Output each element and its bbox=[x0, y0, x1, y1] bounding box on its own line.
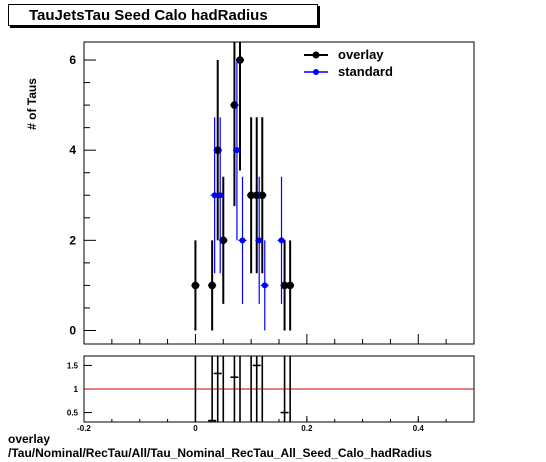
overlay-point bbox=[280, 281, 289, 290]
legend-standard-marker bbox=[313, 69, 319, 75]
main-series-layer bbox=[191, 42, 295, 331]
overlay-point bbox=[286, 281, 294, 290]
legend-standard-label: standard bbox=[338, 64, 393, 79]
ratio-x-tick-label: 0.4 bbox=[413, 424, 425, 433]
ratio-y-tick-label: 0.5 bbox=[67, 409, 79, 418]
main-y-tick-label: 4 bbox=[69, 143, 76, 157]
standard-point bbox=[211, 192, 218, 199]
legend-overlay-marker bbox=[312, 51, 320, 59]
ratio-y-tick-label: 1.5 bbox=[67, 361, 79, 370]
standard-point bbox=[261, 282, 268, 289]
footer-line-2: /Tau/Nominal/RecTau/All/Tau_Nominal_RecT… bbox=[8, 446, 432, 460]
overlay-point bbox=[191, 281, 200, 290]
ratio-x-tick-label: 0.2 bbox=[301, 424, 313, 433]
overlay-point bbox=[208, 281, 216, 290]
ratio-x-tick-label: 0 bbox=[193, 424, 198, 433]
standard-point bbox=[239, 237, 246, 244]
standard-point bbox=[278, 237, 285, 244]
chart-title: TauJetsTau Seed Calo hadRadius bbox=[8, 4, 318, 26]
ratio-x-tick-label: -0.2 bbox=[77, 424, 91, 433]
main-y-tick-label: 2 bbox=[69, 233, 76, 247]
footer-line-1: overlay bbox=[8, 432, 51, 446]
main-y-axis: 0 2 4 6 bbox=[69, 53, 96, 337]
overlay-point bbox=[247, 191, 255, 200]
main-y-tick-label: 0 bbox=[69, 323, 76, 337]
ratio-series-layer bbox=[84, 356, 474, 422]
main-y-tick-label: 6 bbox=[69, 53, 76, 67]
ratio-y-tick-label: 1 bbox=[74, 385, 79, 394]
standard-point bbox=[217, 192, 224, 199]
overlay-point bbox=[236, 56, 244, 64]
main-plot-frame bbox=[83, 41, 475, 345]
standard-point bbox=[256, 237, 263, 244]
legend-overlay-label: overlay bbox=[338, 47, 384, 62]
legend: overlay standard bbox=[304, 47, 393, 79]
y-axis-label: # of Taus bbox=[25, 78, 39, 130]
standard-point bbox=[233, 147, 240, 154]
main-x-axis bbox=[83, 334, 475, 344]
overlay-point bbox=[258, 191, 267, 200]
overlay-point bbox=[219, 236, 228, 245]
